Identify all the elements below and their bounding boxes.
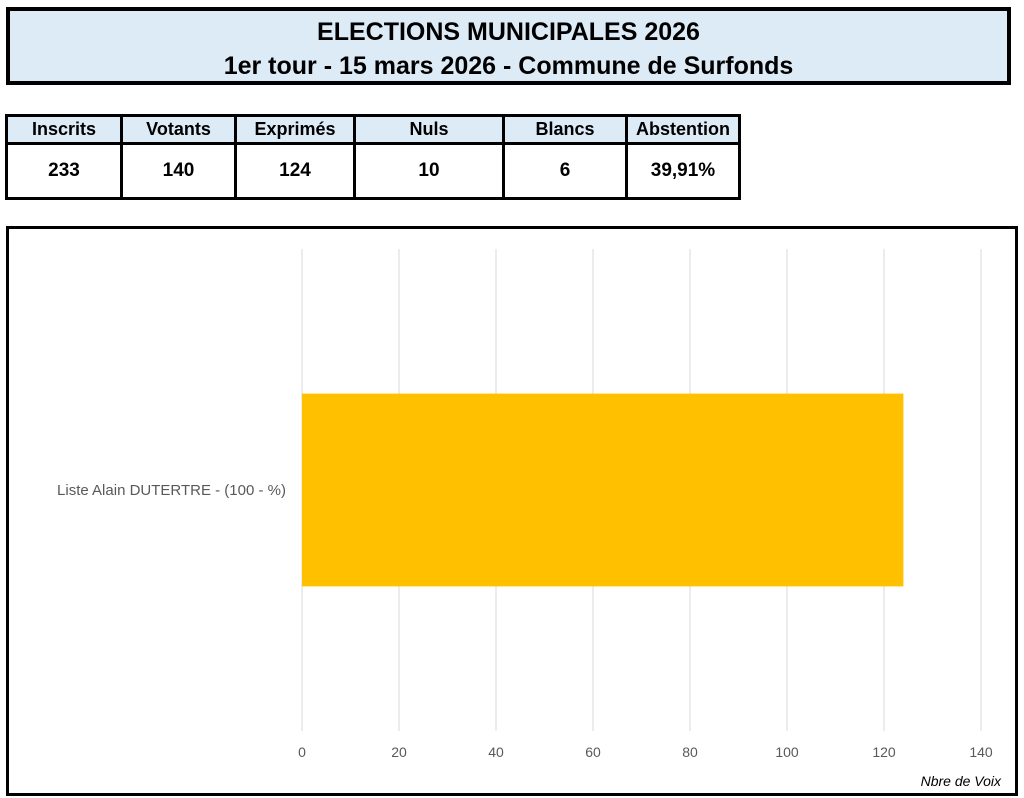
chart-bars: [302, 393, 904, 587]
header-blancs: Blancs: [502, 114, 628, 145]
chart-container: 0 20 40 60 80 100 120 140 Liste Alain DUTERTRE …: [6, 226, 1018, 796]
header-nuls: Nuls: [353, 114, 505, 145]
table-header-row: Inscrits Votants Exprimés Nuls Blancs Ab…: [5, 114, 741, 145]
value-abstention: 39,91%: [625, 142, 741, 200]
x-tick-label: 120: [872, 744, 896, 760]
value-inscrits: 233: [5, 142, 123, 200]
chart-x-ticks: 0 20 40 60 80 100 120 140: [298, 744, 993, 760]
x-tick-label: 140: [969, 744, 993, 760]
page-subtitle: 1er tour - 15 mars 2026 - Commune de Sur…: [223, 52, 794, 80]
x-tick-label: 100: [775, 744, 799, 760]
category-label: Liste Alain DUTERTRE - (100 - %): [57, 482, 286, 499]
value-nuls: 10: [353, 142, 505, 200]
chart-categories: Liste Alain DUTERTRE - (100 - %): [57, 482, 286, 499]
header-exprimes: Exprimés: [234, 114, 356, 145]
page-title: ELECTIONS MUNICIPALES 2026: [317, 18, 700, 46]
bar: [302, 393, 904, 587]
x-axis-label: Nbre de Voix: [921, 773, 1002, 789]
x-tick-label: 60: [585, 744, 601, 760]
value-votants: 140: [120, 142, 237, 200]
results-summary-table: Inscrits Votants Exprimés Nuls Blancs Ab…: [5, 114, 741, 200]
x-tick-label: 40: [488, 744, 504, 760]
header-votants: Votants: [120, 114, 237, 145]
header-inscrits: Inscrits: [5, 114, 123, 145]
x-tick-label: 20: [391, 744, 407, 760]
value-blancs: 6: [502, 142, 628, 200]
x-tick-label: 0: [298, 744, 306, 760]
votes-bar-chart: 0 20 40 60 80 100 120 140 Liste Alain DUTERTRE …: [57, 249, 1002, 789]
x-tick-label: 80: [682, 744, 698, 760]
title-banner: ELECTIONS MUNICIPALES 2026 1er tour - 15…: [6, 7, 1011, 85]
table-row: 233 140 124 10 6 39,91%: [5, 142, 741, 200]
header-abstention: Abstention: [625, 114, 741, 145]
value-exprimes: 124: [234, 142, 356, 200]
